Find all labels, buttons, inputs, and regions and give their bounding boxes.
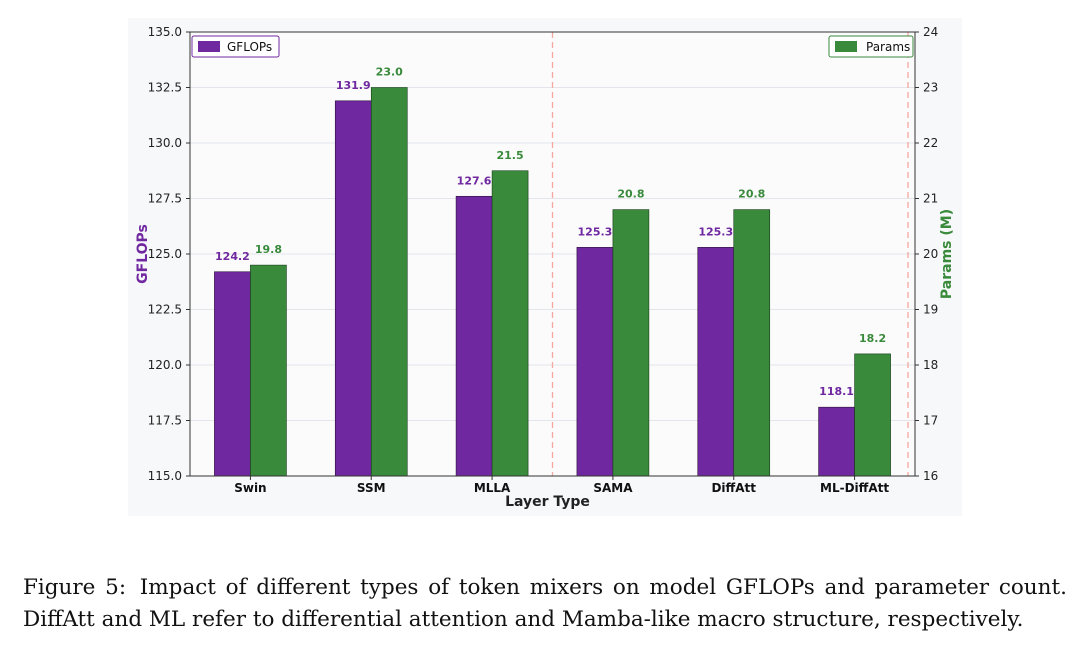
x-tick-label: MLLA [474, 481, 511, 495]
bar-gflops [334, 100, 372, 477]
y-tick-label: 125.0 [148, 247, 182, 261]
bar-params [612, 209, 650, 477]
bar-params [733, 209, 771, 477]
legend-params-label: Params [866, 40, 910, 54]
legend-params: Params [828, 35, 914, 58]
value-label-gflops: 131.9 [336, 79, 371, 92]
value-label-gflops: 118.1 [819, 385, 854, 398]
y-tick-label: 130.0 [148, 136, 182, 150]
value-label-params: 23.0 [376, 66, 403, 79]
x-tick-label: SAMA [593, 481, 633, 495]
y2-tick-label: 19 [923, 303, 938, 317]
plot-frame [189, 31, 916, 477]
value-label-gflops: 125.3 [578, 225, 613, 238]
value-label-gflops: 124.2 [215, 250, 250, 263]
value-label-params: 18.2 [859, 332, 886, 345]
x-axis-title: Layer Type [505, 494, 590, 510]
bar-params [250, 264, 287, 477]
caption-text: Impact of different types of token mixer… [23, 574, 1067, 632]
x-tick-label: Swin [234, 481, 266, 495]
y-tick-label: 122.5 [148, 303, 182, 317]
y2-tick-label: 22 [923, 136, 938, 150]
axes: 115.0 117.5 120.0 122.5 125.0 127.5 130.0 132.5… [148, 25, 939, 495]
legend-gflops-label: GFLOPs [227, 40, 272, 54]
bar-gflops [818, 406, 855, 477]
bar-gflops [455, 195, 493, 477]
value-label-params: 19.8 [255, 243, 282, 256]
y2-tick-label: 23 [923, 81, 938, 95]
x-tick-label: DiffAtt [711, 481, 756, 495]
divider-lines [551, 32, 909, 476]
y2-tick-label: 24 [923, 25, 938, 39]
x-tick-label: ML-DiffAtt [820, 481, 889, 495]
bar-gflops [697, 247, 735, 477]
chart-area: 124.2 19.8 131.9 23.0 127.6 21.5 125.3 20.8 125.… [135, 25, 955, 510]
value-label-params: 20.8 [738, 188, 765, 201]
y-tick-label: 115.0 [148, 469, 182, 483]
bar-params [370, 87, 408, 477]
y-tick-label: 127.5 [148, 192, 182, 206]
y2-axis-title: Params (M) [939, 209, 955, 299]
legend-params-swatch [835, 41, 857, 52]
value-labels: 124.2 19.8 131.9 23.0 127.6 21.5 125.3 20.8 125.… [215, 66, 886, 399]
value-label-gflops: 127.6 [457, 174, 492, 187]
value-label-gflops: 125.3 [698, 225, 733, 238]
caption-label: Figure 5: [23, 574, 127, 600]
y2-tick-label: 18 [923, 358, 938, 372]
y-tick-label: 120.0 [148, 358, 182, 372]
y2-tick-label: 21 [923, 192, 938, 206]
bars [214, 87, 891, 477]
y-tick-label: 132.5 [148, 81, 182, 95]
value-label-params: 21.5 [497, 149, 524, 162]
y2-tick-label: 17 [923, 414, 938, 428]
bar-gflops [214, 271, 251, 477]
y2-tick-label: 20 [923, 247, 938, 261]
value-label-params: 20.8 [617, 188, 644, 201]
bar-gflops [576, 247, 614, 477]
y-tick-label: 117.5 [148, 414, 182, 428]
figure-caption: Figure 5: Impact of different types of t… [23, 572, 1067, 636]
chart-svg: 124.2 19.8 131.9 23.0 127.6 21.5 125.3 20.8 125.… [135, 25, 955, 510]
x-tick-label: SSM [357, 481, 386, 495]
legend-gflops: GFLOPs [191, 35, 280, 58]
y2-tick-label: 16 [923, 469, 938, 483]
legend-gflops-swatch [198, 41, 220, 52]
bar-params [854, 353, 891, 477]
y-tick-label: 135.0 [148, 25, 182, 39]
y-axis-title: GFLOPs [135, 224, 151, 284]
bar-params [491, 170, 529, 477]
